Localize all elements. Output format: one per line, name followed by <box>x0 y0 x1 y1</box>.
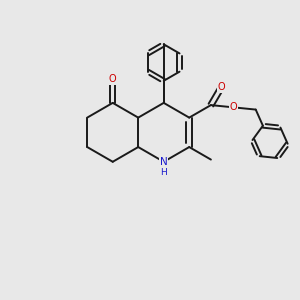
Text: O: O <box>218 82 226 92</box>
Text: O: O <box>109 74 116 84</box>
Text: N: N <box>160 157 168 167</box>
Text: H: H <box>160 169 167 178</box>
Text: O: O <box>230 102 238 112</box>
